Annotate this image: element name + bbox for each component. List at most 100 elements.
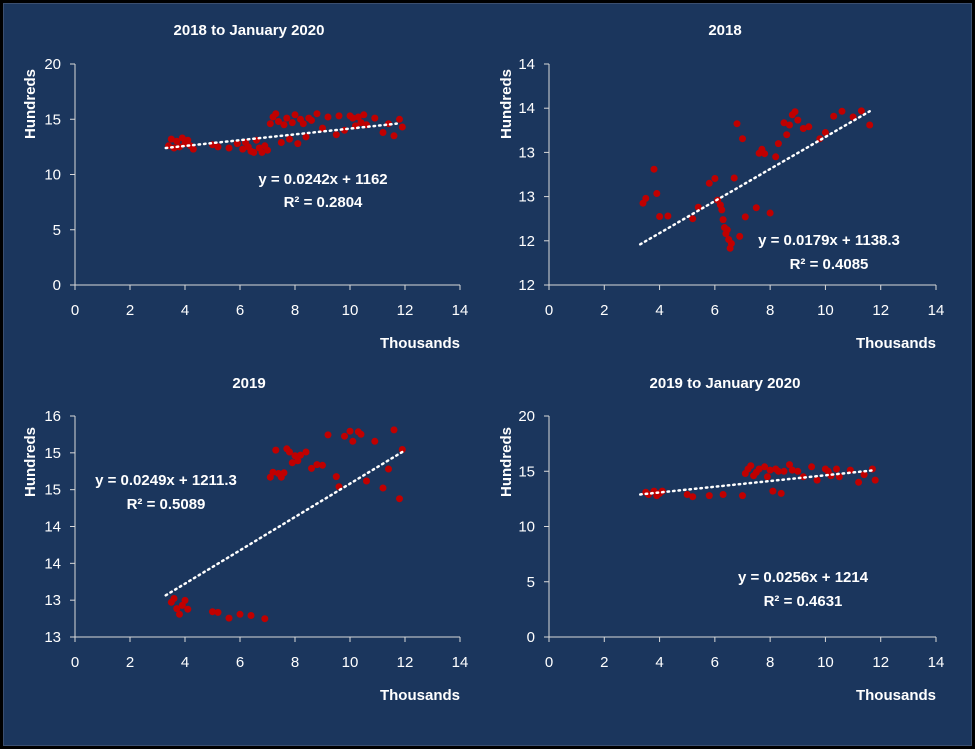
data-point (291, 111, 299, 119)
data-point (719, 216, 727, 224)
trendline-equation: y = 0.0256x + 1214 (738, 569, 869, 586)
data-point (294, 140, 302, 148)
y-tick-label: 15 (44, 445, 61, 462)
data-point (258, 148, 266, 156)
data-point (349, 114, 357, 122)
x-tick-label: 8 (291, 302, 299, 319)
data-point (176, 143, 183, 151)
data-point (786, 461, 793, 469)
data-point (390, 132, 398, 140)
data-point (739, 492, 746, 500)
x-tick-label: 12 (872, 654, 889, 671)
x-tick-label: 4 (655, 654, 663, 671)
data-point (239, 145, 247, 153)
r-squared-label: R² = 0.4631 (764, 593, 843, 610)
data-point (371, 437, 379, 445)
x-tick-label: 2 (126, 654, 134, 671)
y-tick-label: 15 (44, 111, 61, 128)
data-point (653, 190, 661, 197)
data-point (390, 426, 398, 434)
r-squared-label: R² = 0.5089 (127, 496, 206, 513)
data-point (363, 477, 370, 485)
data-point (272, 446, 280, 454)
y-tick-label: 14 (44, 519, 61, 536)
y-axis-label: Hundreds (22, 69, 39, 139)
data-point (299, 120, 307, 128)
x-tick-label: 8 (766, 302, 774, 319)
y-tick-label: 13 (44, 629, 61, 646)
data-point (302, 133, 310, 141)
y-tick-label: 5 (527, 574, 535, 591)
data-point (371, 114, 379, 122)
y-tick-label: 20 (44, 56, 61, 73)
chart-title: 2019 to January 2020 (650, 375, 801, 392)
data-point (332, 131, 340, 139)
data-point (313, 461, 321, 469)
chart-title: 2018 to January 2020 (174, 22, 325, 39)
data-point (813, 476, 821, 484)
y-axis-label: Hundreds (498, 69, 515, 139)
x-tick-label: 2 (600, 302, 608, 319)
data-point (794, 467, 802, 475)
x-tick-label: 12 (397, 302, 414, 319)
data-point (354, 113, 362, 121)
data-point (167, 135, 175, 143)
data-point (739, 135, 746, 143)
data-point (269, 468, 277, 476)
data-point (761, 150, 769, 158)
data-point (173, 605, 181, 613)
y-tick-label: 15 (518, 463, 535, 480)
x-tick-label: 0 (545, 654, 553, 671)
x-tick-label: 4 (655, 302, 663, 319)
data-point (173, 137, 181, 145)
trendline-equation: y = 0.0249x + 1211.3 (95, 472, 237, 489)
y-axis-label: Hundreds (22, 427, 39, 497)
trendline-equation: y = 0.0242x + 1162 (258, 171, 387, 188)
data-point (830, 112, 838, 120)
data-point (178, 134, 186, 142)
data-point (777, 489, 785, 497)
data-point (727, 240, 735, 247)
data-point (719, 491, 727, 498)
data-point (855, 478, 863, 486)
data-point (769, 487, 777, 495)
data-point (297, 451, 304, 459)
y-tick-label: 10 (518, 519, 535, 536)
x-tick-label: 2 (600, 654, 608, 671)
x-tick-label: 0 (71, 302, 79, 319)
trendline (638, 110, 871, 246)
data-point (664, 212, 672, 220)
x-axis-label: Thousands (380, 335, 460, 352)
y-tick-label: 13 (518, 189, 535, 206)
data-point (860, 471, 868, 479)
data-point (341, 432, 348, 440)
chart-panel-4: 2019 to January 2020 0 2 4 6 8 10 12 14 0 5 10 15 20H… (498, 375, 944, 704)
data-point (357, 119, 365, 127)
r-squared-label: R² = 0.2804 (284, 194, 363, 211)
x-tick-label: 6 (711, 654, 719, 671)
data-point (349, 437, 357, 445)
data-point (280, 121, 288, 129)
data-point (788, 466, 796, 474)
data-point (294, 457, 302, 465)
x-tick-label: 14 (928, 302, 945, 319)
y-tick-label: 15 (44, 482, 61, 499)
y-axis-label: Hundreds (498, 427, 515, 497)
x-tick-label: 6 (711, 302, 719, 319)
x-tick-label: 14 (452, 654, 469, 671)
data-point (786, 121, 793, 129)
data-point (385, 465, 392, 473)
data-point (736, 232, 744, 240)
y-tick-label: 14 (518, 56, 535, 73)
data-point (772, 153, 780, 161)
x-tick-label: 10 (342, 302, 359, 319)
data-point (308, 116, 315, 124)
data-point (261, 615, 269, 623)
data-point (783, 131, 791, 139)
trendline (164, 122, 398, 150)
y-tick-label: 16 (44, 408, 61, 425)
data-point (656, 213, 664, 220)
data-point (838, 107, 846, 115)
data-point (871, 476, 879, 484)
